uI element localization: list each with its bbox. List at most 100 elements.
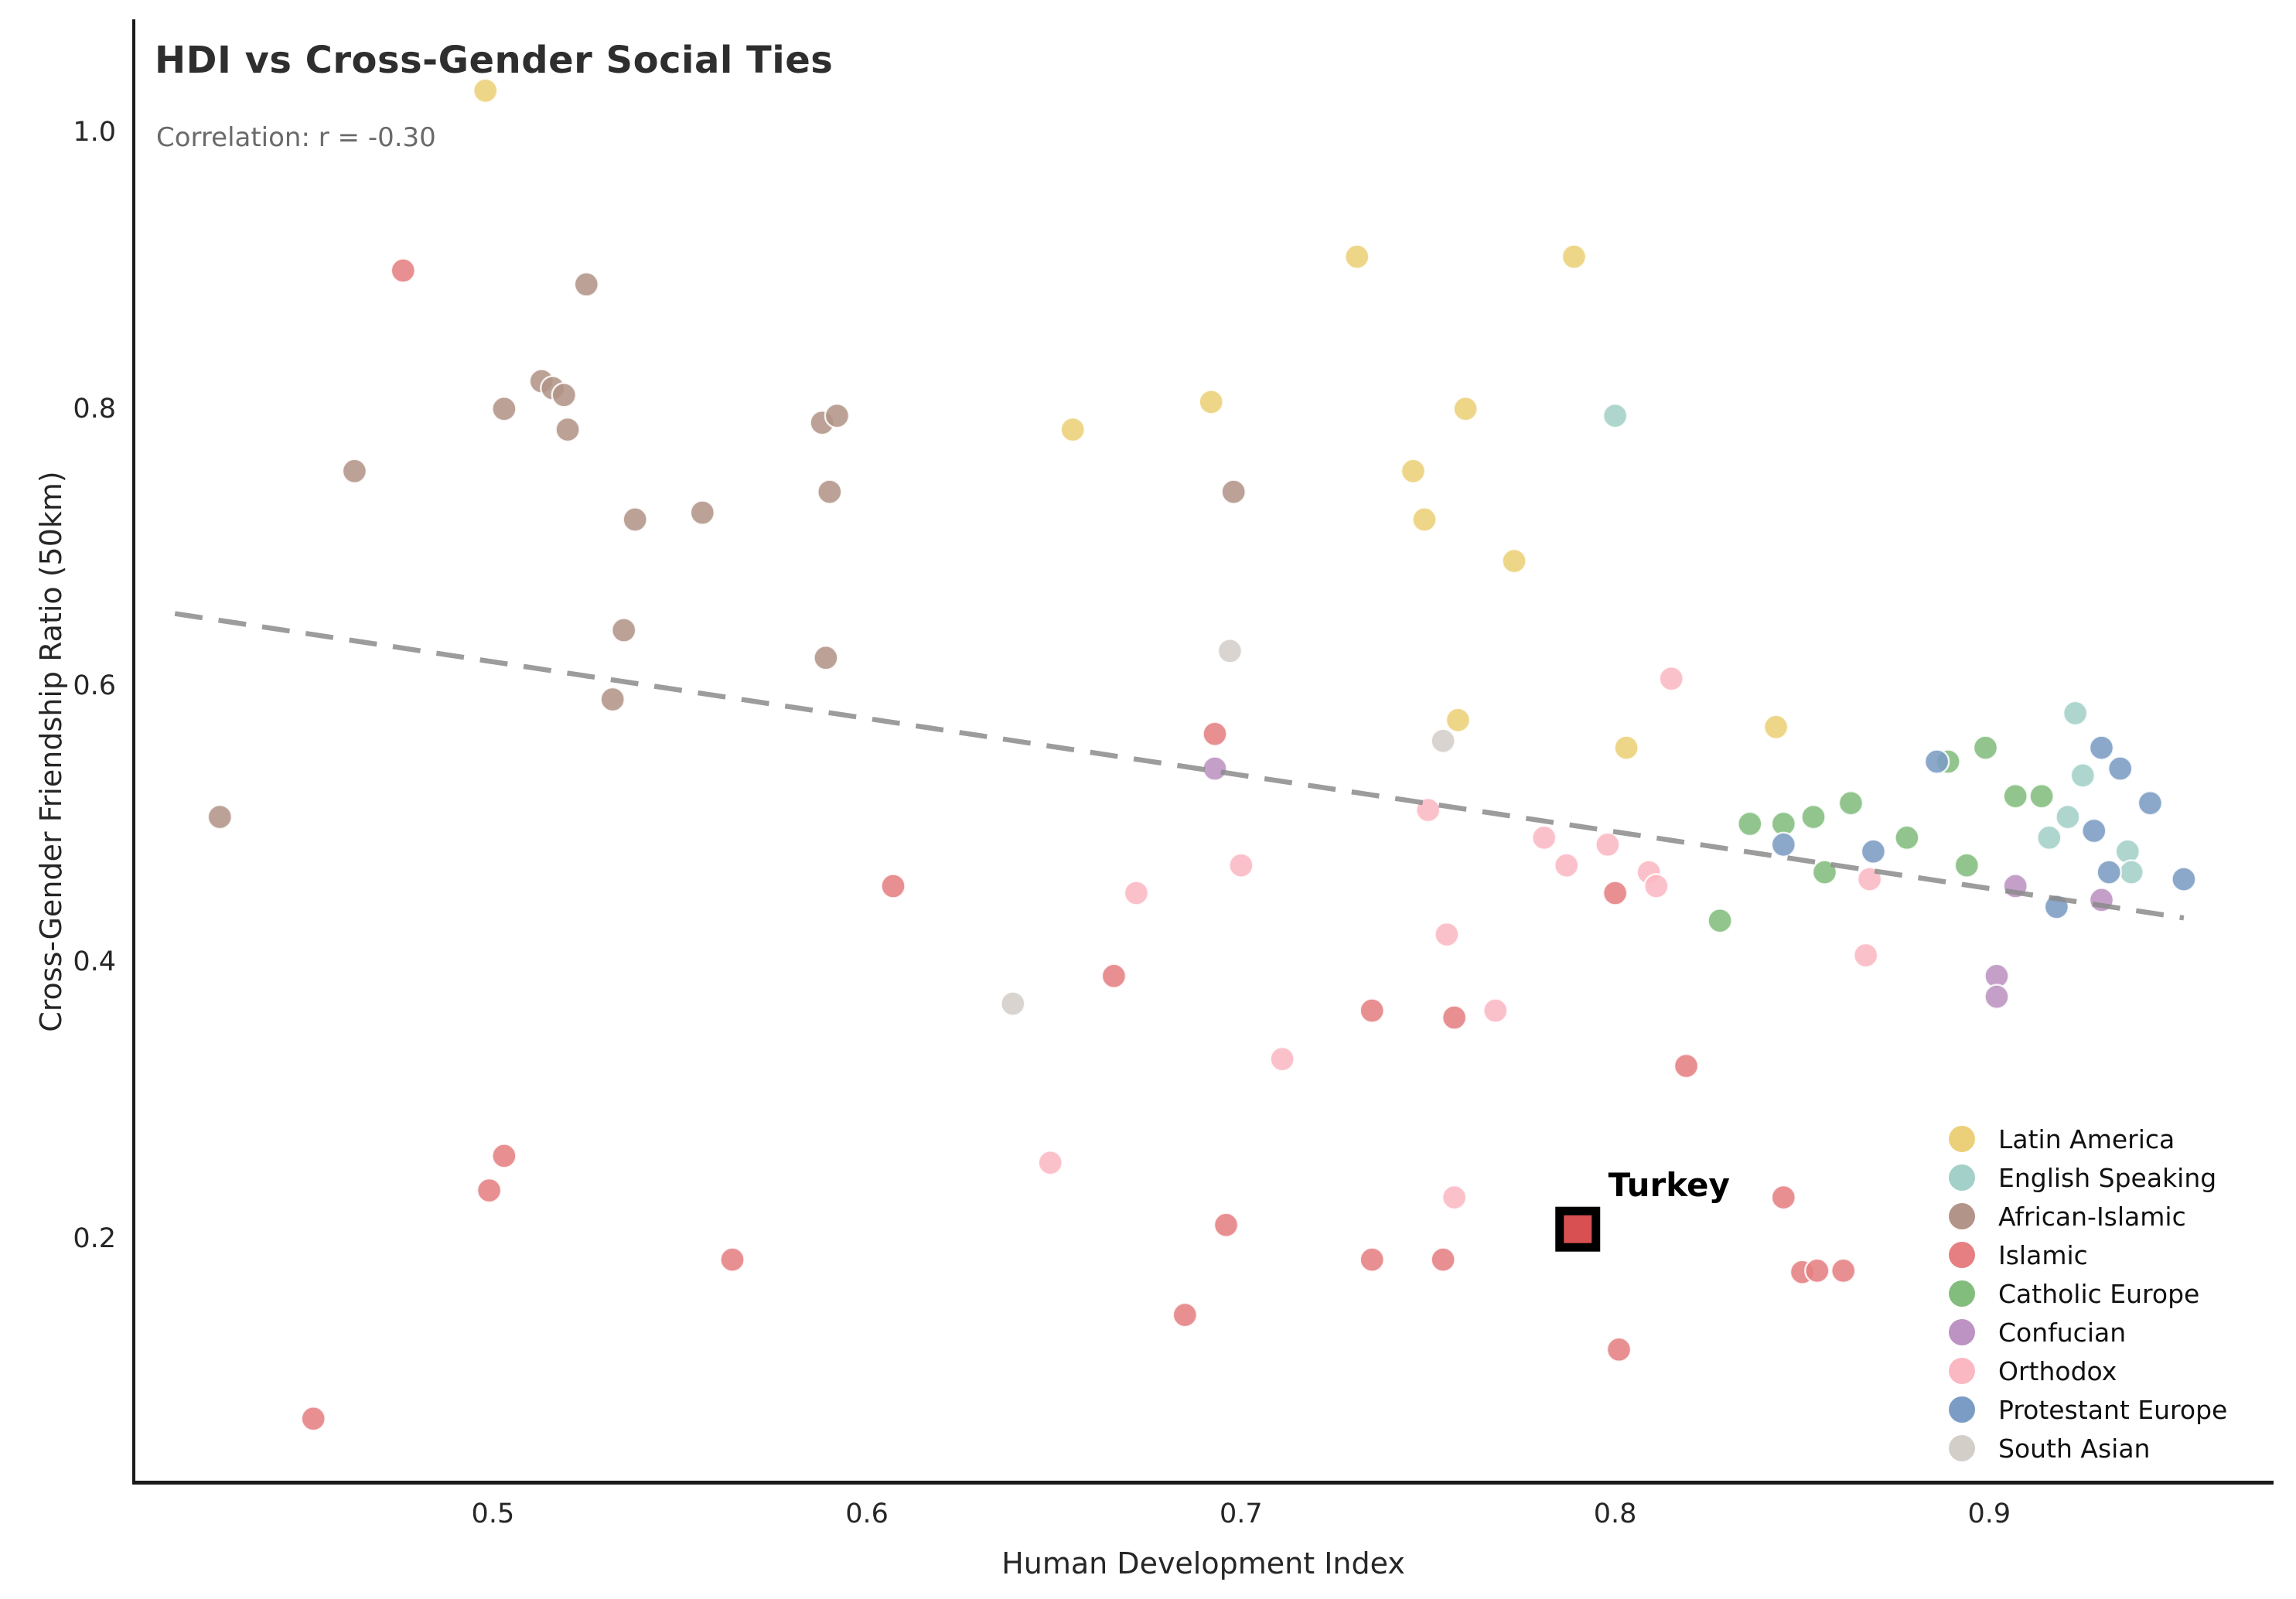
data-point-islamic: [1213, 1212, 1240, 1239]
legend-swatch-icon: [1949, 1319, 1975, 1345]
legend-label: Islamic: [1998, 1239, 2088, 1270]
legend-label: English Speaking: [1998, 1162, 2217, 1193]
data-point-confucian: [1984, 984, 2010, 1010]
data-point-catholic-europe: [1800, 803, 1827, 830]
data-point-orthodox: [1530, 824, 1557, 851]
x-tick-label: 0.7: [1220, 1498, 1263, 1529]
data-point-islamic: [880, 873, 906, 899]
legend-item-english-speaking: English Speaking: [1949, 1158, 2227, 1197]
data-point-islamic: [1441, 1004, 1468, 1031]
legend-item-south-asian: South Asian: [1949, 1429, 2227, 1468]
data-point-african-islamic: [622, 506, 648, 533]
data-point-islamic: [476, 1177, 503, 1204]
data-point-catholic-europe: [1972, 735, 1999, 761]
data-point-latin-america: [1411, 506, 1438, 533]
data-point-orthodox: [1441, 1184, 1468, 1211]
legend-swatch-icon: [1949, 1242, 1975, 1268]
legend-swatch-icon: [1949, 1396, 1975, 1423]
data-point-protestant-europe: [2088, 735, 2115, 761]
data-point-african-islamic: [1220, 479, 1247, 505]
legend-item-african-islamic: African-Islamic: [1949, 1197, 2227, 1236]
data-point-african-islamic: [824, 402, 851, 429]
data-point-catholic-europe: [2028, 782, 2055, 810]
data-point-orthodox: [1643, 873, 1670, 899]
data-point-latin-america: [1613, 735, 1639, 761]
y-tick-label: 0.2: [73, 1223, 116, 1255]
data-point-orthodox: [1228, 852, 1254, 878]
data-point-african-islamic: [206, 803, 234, 830]
data-point-protestant-europe: [1770, 831, 1797, 858]
data-point-islamic: [1804, 1257, 1830, 1284]
turkey-label: Turkey: [1609, 1166, 1730, 1204]
data-point-english-speaking: [1602, 402, 1629, 429]
data-point-latin-america: [1198, 389, 1224, 415]
data-point-orthodox: [1658, 665, 1684, 692]
data-point-protestant-europe: [1923, 748, 1950, 775]
legend-item-islamic: Islamic: [1949, 1236, 2227, 1274]
data-point-south-asian: [1216, 638, 1244, 664]
data-point-african-islamic: [610, 617, 637, 643]
data-point-islamic: [1830, 1257, 1857, 1284]
data-point-orthodox: [1595, 831, 1621, 858]
data-point-orthodox: [1269, 1045, 1295, 1072]
data-point-african-islamic: [551, 382, 578, 408]
data-point-orthodox: [1553, 852, 1580, 878]
data-point-latin-america: [1452, 396, 1479, 422]
data-point-islamic: [719, 1246, 745, 1273]
data-point-islamic: [1359, 997, 1385, 1024]
y-tick-label: 1.0: [73, 116, 116, 148]
legend-swatch-icon: [1949, 1358, 1975, 1384]
data-point-catholic-europe: [1894, 824, 1920, 851]
x-tick-label: 0.9: [1967, 1498, 2011, 1529]
y-tick-label: 0.6: [73, 670, 116, 701]
data-point-african-islamic: [599, 686, 626, 713]
legend-label: South Asian: [1998, 1433, 2151, 1464]
data-point-islamic: [1359, 1246, 1385, 1273]
data-point-orthodox: [1123, 880, 1150, 906]
data-point-protestant-europe: [2096, 859, 2122, 885]
data-point-protestant-europe: [2107, 755, 2134, 782]
data-point-latin-america: [472, 77, 499, 104]
correlation-annotation: Correlation: r = -0.30: [156, 122, 436, 153]
legend: Latin America English Speaking African-Isl…: [1949, 1120, 2227, 1468]
data-point-latin-america: [1501, 547, 1527, 574]
legend-item-latin-america: Latin America: [1949, 1120, 2227, 1158]
data-point-catholic-europe: [1953, 852, 1980, 878]
x-tick-label: 0.5: [471, 1498, 515, 1529]
data-point-latin-america: [1059, 416, 1086, 443]
data-point-islamic: [1605, 1336, 1632, 1363]
legend-label: Orthodox: [1998, 1355, 2117, 1386]
data-point-catholic-europe: [1707, 907, 1733, 934]
data-point-latin-america: [1400, 458, 1427, 485]
data-point-african-islamic: [573, 271, 600, 298]
data-point-islamic: [390, 257, 417, 284]
data-point-african-islamic: [491, 396, 517, 422]
legend-label: Catholic Europe: [1998, 1278, 2200, 1309]
data-point-english-speaking: [2062, 700, 2089, 727]
data-point-catholic-europe: [1811, 859, 1838, 885]
data-point-latin-america: [1561, 244, 1588, 270]
turkey-marker: [1555, 1206, 1601, 1252]
data-point-islamic: [491, 1143, 517, 1169]
legend-label: African-Islamic: [1998, 1201, 2186, 1232]
trend-line: [174, 611, 2185, 921]
x-tick-label: 0.8: [1593, 1498, 1637, 1529]
legend-swatch-icon: [1949, 1435, 1975, 1461]
plot-area: Turkey: [134, 19, 2274, 1483]
data-point-orthodox: [1852, 942, 1879, 969]
legend-swatch-icon: [1949, 1126, 1975, 1152]
data-point-orthodox: [1037, 1150, 1063, 1176]
data-point-south-asian: [1000, 990, 1026, 1017]
data-point-orthodox: [1434, 921, 1460, 948]
data-point-islamic: [1172, 1301, 1199, 1328]
data-point-islamic: [1770, 1184, 1797, 1211]
data-point-african-islamic: [689, 499, 716, 526]
legend-item-protestant-europe: Protestant Europe: [1949, 1390, 2227, 1429]
legend-item-orthodox: Orthodox: [1949, 1352, 2227, 1390]
data-point-english-speaking: [2069, 762, 2096, 789]
legend-item-confucian: Confucian: [1949, 1313, 2227, 1352]
data-point-islamic: [1100, 963, 1128, 990]
data-point-english-speaking: [2055, 803, 2081, 830]
data-point-south-asian: [1430, 728, 1456, 754]
